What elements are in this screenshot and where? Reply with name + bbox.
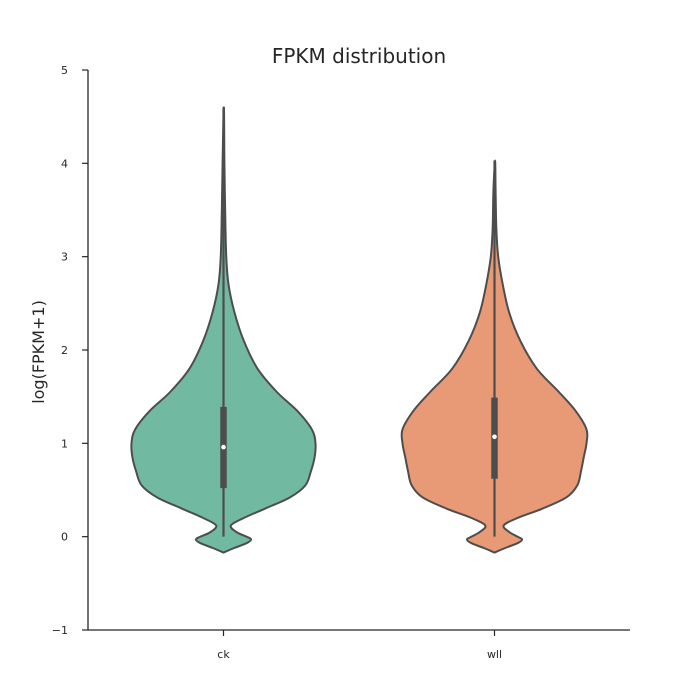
median-point (221, 444, 226, 450)
y-tick-label: 2 (61, 344, 68, 357)
violin-wll (400, 159, 589, 554)
y-tick-label: 4 (61, 157, 68, 170)
y-tick-label: 3 (61, 251, 68, 264)
y-axis: 5 4 3 2 1 0 −1 (52, 64, 89, 637)
x-axis: ck wll (88, 629, 630, 661)
chart-title: FPKM distribution (272, 44, 446, 68)
y-tick-label: 1 (61, 437, 68, 450)
x-tick-label: ck (217, 648, 230, 661)
y-tick-label: −1 (52, 624, 68, 637)
median-point (492, 434, 497, 440)
x-tick-label: wll (487, 648, 502, 661)
y-tick-label: 0 (61, 531, 68, 544)
y-tick-label: 5 (61, 64, 68, 77)
violin-ck (130, 106, 317, 554)
violin-series (130, 106, 589, 554)
y-axis-label: log(FPKM+1) (29, 300, 48, 404)
